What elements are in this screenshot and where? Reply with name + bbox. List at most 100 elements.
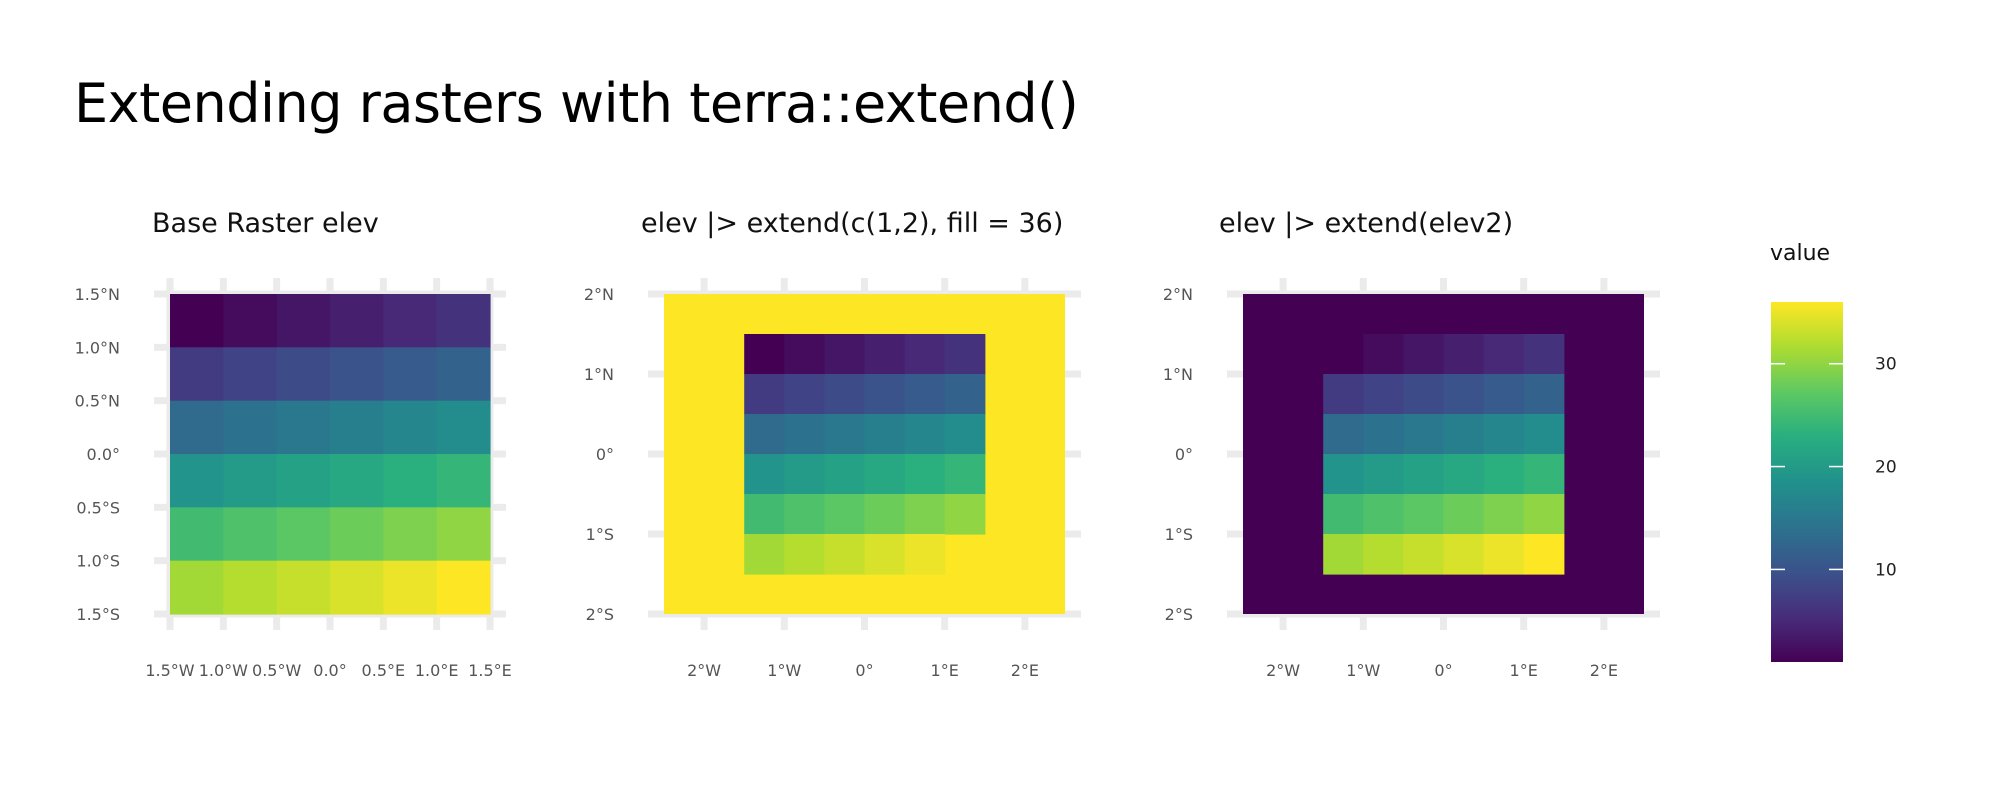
x-tick-label: 1°E (1510, 661, 1538, 680)
y-tick-label: 1°N (584, 365, 614, 384)
raster-cell (1403, 334, 1445, 375)
raster-cell (330, 507, 384, 562)
y-tick-label: 0.0° (87, 445, 120, 464)
raster-cell (223, 507, 278, 562)
raster-cell (1323, 534, 1364, 575)
x-tick-label: 2°W (1266, 661, 1300, 680)
x-tick-label: 1°E (931, 661, 959, 680)
chart-title: Extending rasters with terra::extend() (74, 72, 1079, 135)
raster-cell (1323, 454, 1364, 495)
raster-cell (383, 560, 438, 615)
y-tick-label: 2°N (584, 285, 614, 304)
raster-cell (1403, 534, 1445, 575)
raster-cell (330, 347, 384, 402)
raster-cell (1403, 494, 1445, 535)
raster-cell (944, 334, 986, 375)
y-tick-label: 1°S (586, 525, 614, 544)
raster-cell (1483, 494, 1525, 535)
raster-cell (864, 374, 906, 415)
raster-cell (784, 334, 825, 375)
raster-cell (944, 414, 986, 455)
y-tick-label: 0° (596, 445, 614, 464)
panel-title: elev |> extend(elev2) (1219, 208, 1513, 239)
raster-cell (383, 294, 438, 348)
x-tick-label: 1.5°E (468, 661, 512, 680)
raster-cell (904, 334, 946, 375)
raster-cell (1483, 454, 1525, 495)
raster-cell (1363, 374, 1404, 415)
raster-cell (904, 494, 946, 535)
raster-cell (1403, 414, 1445, 455)
raster-cell (744, 534, 785, 575)
panel-extend-fill: elev |> extend(c(1,2), fill = 36) 2°W 1°W… (584, 208, 1081, 680)
raster-cell (1523, 374, 1565, 415)
raster-cell (276, 294, 331, 348)
raster-cell (330, 560, 384, 615)
raster-cell (824, 454, 866, 495)
legend-title: value (1770, 241, 1830, 266)
raster-cell (784, 534, 825, 575)
raster-cell (1483, 334, 1525, 375)
y-tick-label: 1.5°N (75, 285, 120, 304)
raster-cell (784, 494, 825, 535)
raster-cell (170, 454, 224, 508)
raster-cell (1483, 414, 1525, 455)
raster-cell (744, 414, 785, 455)
raster-cell (1523, 414, 1565, 455)
panel-title: Base Raster elev (152, 208, 379, 239)
raster-cell (436, 400, 491, 455)
raster-cell (223, 560, 278, 615)
panel-base-raster: Base Raster elev 1.5°W 1.0°W 0.5°W 0.0° 0.5°… (75, 208, 512, 680)
y-tick-label: 1.0°S (76, 552, 120, 571)
raster-cell (170, 347, 224, 402)
panel-title: elev |> extend(c(1,2), fill = 36) (641, 208, 1063, 239)
raster-cell (864, 494, 906, 535)
raster-cell (276, 454, 331, 508)
raster-cell (864, 334, 906, 375)
raster-cell (744, 374, 785, 415)
raster-cell (170, 400, 224, 455)
x-tick-label: 0° (1434, 661, 1452, 680)
y-tick-label: 2°S (1165, 605, 1193, 624)
x-tick-label: 1.5°W (145, 661, 194, 680)
raster-cell (436, 454, 491, 508)
raster-cell (824, 414, 866, 455)
raster-cell (330, 294, 384, 348)
raster-cell (223, 454, 278, 508)
raster-cell (383, 347, 438, 402)
raster-cell (904, 374, 946, 415)
raster-cell (170, 507, 224, 562)
raster-cell (276, 507, 331, 562)
raster-cell (1523, 454, 1565, 495)
raster-cell (1363, 414, 1404, 455)
raster-cell (1403, 454, 1445, 495)
raster-cell (170, 560, 224, 615)
raster-cell (784, 414, 825, 455)
raster-cell (1363, 454, 1404, 495)
raster-cell (276, 400, 331, 455)
raster-cell (1443, 374, 1485, 415)
y-tick-label: 2°S (586, 605, 614, 624)
x-tick-label: 2°E (1011, 661, 1039, 680)
raster-cell (944, 454, 986, 495)
raster-cell (383, 454, 438, 508)
raster-cell (1363, 494, 1404, 535)
raster-cell (1443, 414, 1485, 455)
raster-cell (1443, 494, 1485, 535)
raster-cell (276, 347, 331, 402)
legend-tick-label: 30 (1875, 355, 1897, 375)
y-tick-label: 2°N (1163, 285, 1193, 304)
raster-cell (223, 294, 278, 348)
raster-cell (1363, 534, 1404, 575)
raster-cell (1363, 334, 1404, 375)
y-tick-label: 1°S (1165, 525, 1193, 544)
raster-cell (824, 374, 866, 415)
legend-colorbar (1771, 302, 1843, 662)
raster-cell (1403, 374, 1445, 415)
raster-cell (904, 414, 946, 455)
raster-cell (1443, 454, 1485, 495)
raster-cell (330, 454, 384, 508)
raster-cell (944, 494, 986, 535)
x-tick-label: 0.5°W (252, 661, 301, 680)
y-tick-label: 0.5°S (76, 498, 120, 517)
